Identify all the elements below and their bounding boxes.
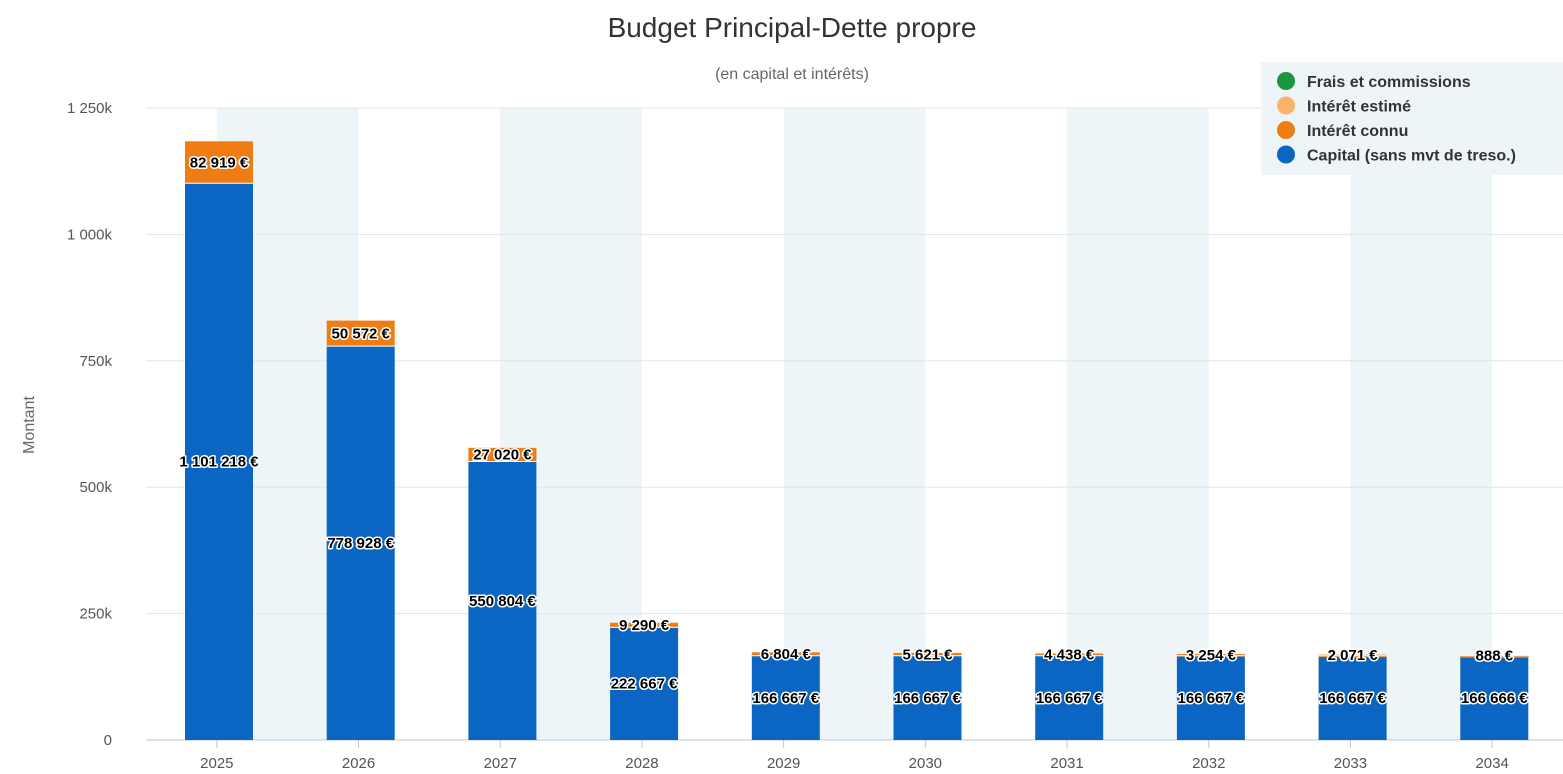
plot-band	[1067, 108, 1209, 740]
legend-label: Intérêt estimé	[1307, 99, 1411, 116]
bar-interet-connu	[751, 652, 820, 656]
data-label-interet-connu: 888 €	[1476, 648, 1514, 665]
y-tick-label: 500k	[79, 479, 112, 496]
legend-label: Intérêt connu	[1307, 123, 1408, 140]
data-label-interet-connu: 50 572 €	[332, 325, 391, 342]
bar-capital	[326, 346, 395, 740]
x-tick-label: 2033	[1334, 755, 1367, 772]
legend-marker	[1277, 96, 1295, 115]
legend-marker	[1277, 121, 1295, 139]
data-label-interet-connu: 27 020 €	[473, 447, 532, 464]
data-label-capital: 778 928 €	[327, 535, 394, 552]
bar-capital	[751, 655, 820, 740]
bar-interet-connu	[468, 447, 537, 462]
bar-interet-connu	[893, 652, 962, 656]
data-label-interet-connu: 4 438 €	[1044, 647, 1095, 664]
data-label-interet-connu: 9 290 €	[619, 617, 670, 634]
data-label-interet-connu: 82 919 €	[190, 154, 249, 171]
data-labels: 1 101 218 € 82 919 € 778 928 € 50 572 € 550 …	[178, 153, 1530, 709]
y-tick-label: 750k	[79, 353, 112, 370]
x-tick-label: 2028	[625, 755, 658, 772]
bar-capital	[185, 183, 253, 740]
plot-bands	[216, 108, 1493, 740]
data-label-capital: 166 667 €	[752, 690, 819, 707]
x-tick-label: 2029	[767, 755, 800, 772]
data-label-capital: 166 666 €	[1461, 690, 1528, 707]
x-tick-label: 2030	[909, 755, 942, 772]
x-tick-label: 2026	[342, 755, 375, 772]
plot-band	[783, 108, 926, 740]
chart-title: Budget Principal-Dette propre	[608, 12, 977, 43]
bar-capital	[610, 627, 679, 740]
data-label-capital: 1 101 218 €	[179, 454, 259, 471]
bar-interet-connu	[1460, 655, 1529, 658]
y-axis: 0 250k 500k 750k 1 000k 1 250k	[67, 100, 113, 749]
data-label-capital: 222 667 €	[611, 676, 678, 693]
data-label-interet-connu: 2 071 €	[1328, 647, 1379, 664]
y-tick-label: 1 250k	[67, 100, 113, 117]
bar-capital	[1176, 655, 1245, 740]
data-label-capital: 166 667 €	[1036, 690, 1103, 707]
bar-interet-connu	[326, 320, 395, 347]
x-tick-label: 2031	[1050, 755, 1083, 772]
bars	[185, 141, 1529, 740]
y-tick-label: 0	[104, 732, 112, 749]
data-label-capital: 166 667 €	[1319, 690, 1386, 707]
y-tick-label: 250k	[79, 606, 112, 623]
data-label-capital: 166 667 €	[894, 690, 961, 707]
bar-capital	[1318, 655, 1387, 740]
legend-label: Capital (sans mvt de treso.)	[1307, 148, 1516, 165]
x-tick-label: 2025	[200, 755, 233, 772]
legend-marker	[1277, 72, 1295, 90]
bar-capital	[1035, 655, 1104, 740]
bar-interet-connu	[610, 622, 679, 628]
plot-band	[1350, 108, 1493, 740]
legend-marker	[1277, 145, 1295, 164]
bar-interet-connu	[1035, 653, 1104, 656]
legend-background	[1261, 62, 1563, 175]
data-label-interet-connu: 3 254 €	[1186, 647, 1237, 664]
legend: Frais et commissions Intérêt estimé Intérê…	[1261, 62, 1563, 175]
x-tick-label: 2027	[484, 755, 517, 772]
data-label-interet-connu: 5 621 €	[902, 646, 953, 663]
data-label-capital: 550 804 €	[469, 593, 536, 610]
bar-capital	[1460, 655, 1529, 740]
chart-subtitle: (en capital et intérêts)	[715, 66, 869, 83]
y-axis-title: Montant	[21, 396, 38, 454]
bar-capital	[468, 461, 537, 740]
y-tick-label: 1 000k	[67, 226, 113, 243]
data-label-interet-connu: 6 804 €	[761, 646, 812, 663]
x-tick-label: 2032	[1192, 755, 1225, 772]
legend-label: Frais et commissions	[1307, 74, 1471, 91]
x-tick-label: 2034	[1475, 755, 1508, 772]
x-axis: 2025 2026 2027 2028 2029 2030 2031 2032 2033 2034	[146, 739, 1563, 772]
bar-capital	[893, 655, 962, 740]
bar-interet-connu	[185, 141, 253, 184]
data-label-capital: 166 667 €	[1178, 690, 1245, 707]
